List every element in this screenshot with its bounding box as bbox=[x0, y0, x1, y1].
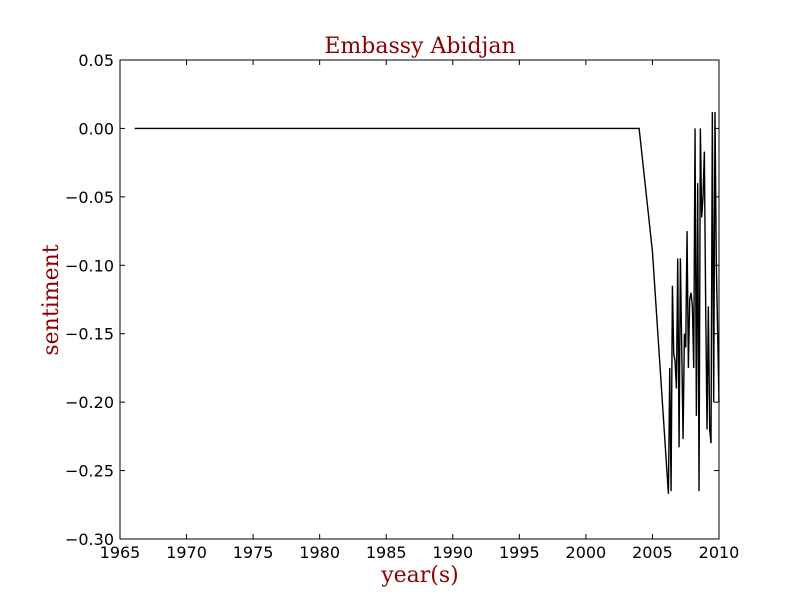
y-tick-label: 0.00 bbox=[78, 119, 114, 138]
chart-title: Embassy Abidjan bbox=[324, 34, 515, 59]
y-tick-label: −0.30 bbox=[65, 530, 114, 549]
x-tick-label: 2000 bbox=[566, 543, 607, 562]
x-tick-label: 2010 bbox=[699, 543, 740, 562]
series-line-0 bbox=[134, 112, 720, 494]
y-tick-label: −0.20 bbox=[65, 393, 114, 412]
plot-area bbox=[134, 112, 720, 494]
y-axis-label: sentiment bbox=[39, 244, 64, 355]
y-tick-label: 0.05 bbox=[78, 51, 114, 70]
plot-frame bbox=[119, 59, 720, 540]
y-tick-label: −0.25 bbox=[65, 462, 114, 481]
axes: 1965 1970 1975 1980 1985 1990 1995 2000 2005 2010… bbox=[65, 51, 739, 562]
y-tick-label: −0.05 bbox=[65, 188, 114, 207]
x-tick-label: 2005 bbox=[632, 543, 673, 562]
x-tick-label: 1980 bbox=[299, 543, 340, 562]
x-tick-label: 1965 bbox=[100, 543, 141, 562]
x-tick-label: 1995 bbox=[499, 543, 540, 562]
x-tick-label: 1990 bbox=[432, 543, 473, 562]
y-tick-label: −0.15 bbox=[65, 325, 114, 344]
y-tick-label: −0.10 bbox=[65, 256, 114, 275]
x-axis-label: year(s) bbox=[380, 563, 459, 588]
x-tick-label: 1975 bbox=[233, 543, 274, 562]
x-tick-label: 1985 bbox=[366, 543, 407, 562]
x-tick-label: 1970 bbox=[166, 543, 207, 562]
